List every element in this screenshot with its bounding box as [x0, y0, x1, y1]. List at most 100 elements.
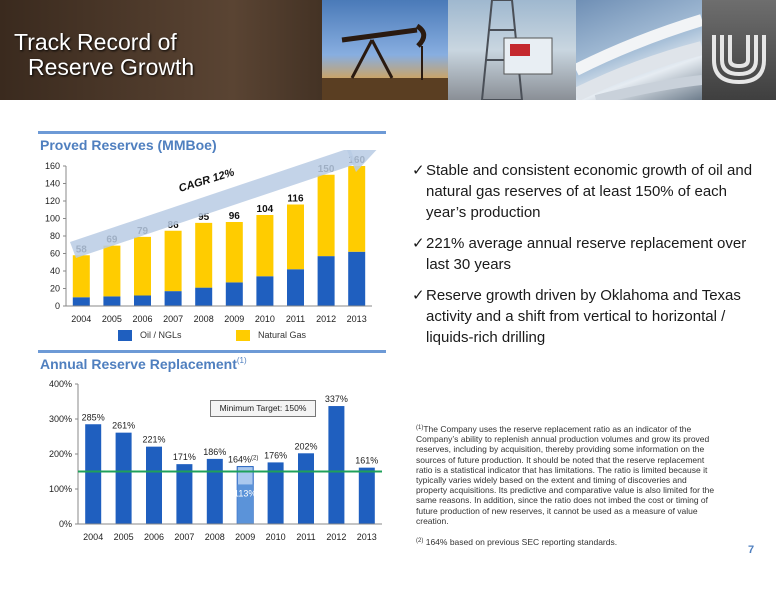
footnote-1-marker: (1) — [416, 425, 424, 431]
bar-segment — [195, 287, 213, 306]
page-number: 7 — [748, 544, 755, 556]
x-tick-label: 2013 — [347, 314, 367, 324]
reserve-replacement-chart: 0%100%200%300%400% 285%261%221%171%186%1… — [49, 379, 382, 542]
bar-segment — [256, 276, 274, 306]
bar-segment — [287, 204, 304, 270]
bullet-text: Stable and consistent economic growth of… — [426, 162, 753, 221]
y-tick-label: 120 — [45, 196, 60, 206]
value-label: 221% — [142, 435, 165, 445]
bar-segment — [348, 251, 366, 306]
chart2-bars — [85, 406, 375, 525]
x-tick-label: 2009 — [235, 532, 255, 542]
page-title: Track Record of Reserve Growth — [14, 30, 194, 80]
minimum-target-label: Minimum Target: 150% — [219, 403, 307, 413]
bar-segment — [195, 222, 213, 288]
bar-segment — [103, 245, 121, 297]
value-label: 161% — [355, 456, 378, 466]
x-tick-label: 2012 — [316, 314, 336, 324]
bar-segment — [134, 295, 151, 306]
checkmark-icon: ✓ — [412, 235, 425, 252]
x-tick-label: 2011 — [296, 532, 315, 542]
total-label: 104 — [257, 204, 274, 215]
chart2-title-text: Annual Reserve Replacement — [40, 356, 237, 372]
legend-swatch-oil — [118, 330, 132, 341]
legend-label-oil: Oil / NGLs — [140, 330, 182, 340]
y-tick-label: 160 — [45, 161, 60, 171]
key-points-list: ✓ Stable and consistent economic growth … — [412, 160, 762, 358]
title-line-2: Reserve Growth — [28, 54, 195, 80]
footnote-2-text: 164% based on previous SEC reporting sta… — [425, 537, 618, 547]
x-tick-label: 2005 — [102, 314, 122, 324]
pipeline-photo — [572, 0, 704, 105]
x-tick-label: 2007 — [163, 314, 183, 324]
chart2-x-axis: 2004 2005 2006 2007 2008 2009 2010 2011 2012 2013 — [78, 523, 382, 542]
bar — [298, 453, 314, 524]
total-label: 96 — [229, 211, 241, 222]
bar-segment — [72, 255, 90, 298]
chart1-bars — [72, 166, 366, 306]
bullet-text: 221% average annual reserve replacement … — [426, 235, 747, 273]
bar — [206, 458, 223, 524]
footnote-2: (2) 164% based on previous SEC reporting… — [416, 537, 716, 547]
drilling-rig-icon — [480, 0, 553, 101]
footnote-1: (1)The Company uses the reserve replacem… — [416, 424, 716, 526]
bar — [328, 406, 345, 524]
y-tick-label: 400% — [49, 379, 72, 389]
logo-mark-icon — [712, 35, 766, 85]
chart1-x-axis: 2004 2005 2006 2007 2008 2009 2010 2011 2012 2013 — [66, 305, 372, 324]
x-tick-label: 2010 — [255, 314, 275, 324]
x-tick-label: 2006 — [132, 314, 152, 324]
x-tick-label: 2007 — [174, 532, 194, 542]
chart2-title-rule — [38, 350, 386, 353]
pipeline-icon — [572, 14, 704, 105]
value-label: 113% — [234, 488, 256, 498]
y-tick-label: 0 — [55, 301, 60, 311]
x-tick-label: 2004 — [83, 532, 103, 542]
legend-label-gas: Natural Gas — [258, 330, 307, 340]
bar-segment — [225, 222, 243, 283]
total-label: 116 — [287, 194, 304, 205]
bar — [146, 446, 162, 524]
chart1-title-rule — [38, 131, 386, 134]
overlay-label-sup: (2) — [251, 456, 258, 462]
chart2-labels: 285% 261% 221% 171% 186% 113% 164%(2) 176% 202% 3… — [82, 394, 379, 498]
bar-segment — [164, 291, 182, 306]
footnote-1-text: The Company uses the reserve replacement… — [416, 424, 715, 526]
value-label: 171% — [173, 452, 196, 462]
value-label: 337% — [325, 394, 348, 404]
y-tick-label: 100% — [49, 484, 72, 494]
bullet-item: ✓ Reserve growth driven by Oklahoma and … — [412, 285, 762, 348]
x-tick-label: 2004 — [71, 314, 91, 324]
value-label: 285% — [82, 412, 105, 422]
x-tick-label: 2013 — [357, 532, 377, 542]
value-label: 202% — [294, 441, 317, 451]
legend-swatch-gas — [236, 330, 250, 341]
chart2-title-sup: (1) — [236, 356, 247, 365]
bar-segment — [348, 166, 366, 252]
chart1-y-axis: 0 20 40 60 80 100 120 140 160 — [45, 161, 67, 311]
y-tick-label: 20 — [50, 284, 60, 294]
x-tick-label: 2005 — [114, 532, 134, 542]
header-banner: Track Record of Reserve Growth — [0, 0, 776, 105]
bar — [176, 464, 193, 524]
minimum-target-box: Minimum Target: 150% — [210, 400, 316, 417]
title-line-1: Track Record of — [14, 29, 177, 55]
bar-segment — [225, 282, 243, 306]
bar — [358, 467, 375, 524]
y-tick-label: 140 — [45, 179, 60, 189]
x-tick-label: 2008 — [205, 532, 225, 542]
bar-segment — [164, 230, 182, 292]
bar — [267, 462, 284, 524]
bar-segment — [103, 296, 121, 306]
value-label: 261% — [112, 421, 135, 431]
footnote-2-marker: (2) — [416, 538, 424, 544]
bar — [115, 432, 132, 524]
bullet-text: Reserve growth driven by Oklahoma and Te… — [426, 287, 741, 346]
y-tick-label: 60 — [50, 249, 60, 259]
x-tick-label: 2008 — [194, 314, 214, 324]
rig-photo — [448, 0, 576, 101]
chart2-y-axis: 0% 100% 200% 300% 400% — [49, 379, 79, 529]
x-tick-label: 2006 — [144, 532, 164, 542]
total-label: 95 — [198, 212, 210, 223]
